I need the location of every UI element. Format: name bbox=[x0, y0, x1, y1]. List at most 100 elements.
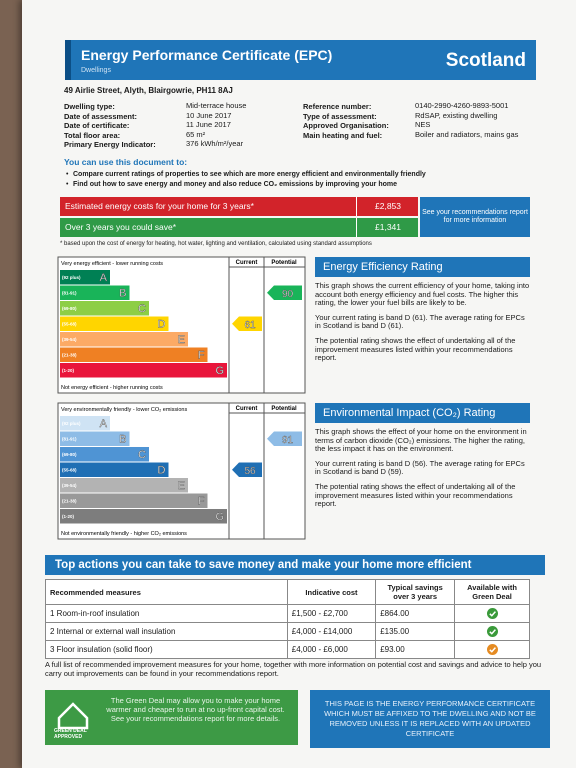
table-header: Indicative cost bbox=[286, 579, 377, 605]
band bbox=[60, 316, 169, 331]
green-deal-logo bbox=[57, 702, 89, 730]
band-letter: E bbox=[178, 480, 185, 492]
cost-row: Estimated energy costs for your home for… bbox=[60, 197, 418, 216]
band-range: (55-68) bbox=[62, 322, 77, 327]
title: Energy Performance Certificate (EPC) bbox=[81, 47, 333, 63]
icon-circle bbox=[486, 608, 498, 619]
detail-value: NES bbox=[415, 120, 431, 129]
usage-bullet: Find out how to save energy and money an… bbox=[73, 181, 398, 188]
detail-value: 376 kWh/m²/year bbox=[186, 139, 244, 148]
cost-row: Over 3 years you could save* £1,341 bbox=[60, 218, 418, 237]
header-bar: Energy Performance Certificate (EPC) Dwe… bbox=[65, 40, 536, 80]
band-range: (21-38) bbox=[62, 499, 77, 504]
cost-label: Estimated energy costs for your home for… bbox=[65, 201, 254, 211]
band-letter: C bbox=[138, 449, 146, 461]
detail-label: Date of certificate: bbox=[64, 121, 130, 130]
green-deal-cell bbox=[454, 604, 530, 623]
detail-value: Mid-terrace house bbox=[186, 101, 247, 110]
address: 49 Airlie Street, Alyth, Blairgowrie, PH… bbox=[64, 86, 233, 95]
detail-value: 0140-2990-4260-9893-5001 bbox=[415, 101, 509, 110]
usage-bullet: Compare current ratings of properties to… bbox=[73, 171, 426, 178]
detail-value: RdSAP, existing dwelling bbox=[415, 110, 498, 120]
rating-arrow bbox=[267, 285, 302, 300]
band-letter: B bbox=[119, 434, 126, 446]
detail-value: Boiler and radiators, mains gas bbox=[415, 129, 519, 139]
panel-body: This graph shows the current efficiency … bbox=[315, 281, 530, 369]
green-deal-text: The Green Deal may allow you to make you… bbox=[106, 696, 285, 723]
icon-check bbox=[488, 629, 496, 635]
rating-arrow bbox=[232, 316, 262, 331]
band bbox=[60, 347, 208, 362]
cost-footnote: * based upon the cost of energy for heat… bbox=[60, 241, 372, 247]
icon-check bbox=[488, 611, 496, 617]
band-letter: E bbox=[178, 334, 185, 346]
typical-savings: £93.00 bbox=[375, 640, 456, 659]
icon-circle bbox=[486, 644, 498, 655]
panel-heading: Energy Efficiency Rating bbox=[315, 257, 530, 277]
green-deal-cell bbox=[454, 622, 530, 641]
band-letter: F bbox=[198, 496, 205, 508]
panel-body: This graph shows the effect of your home… bbox=[315, 427, 530, 515]
band bbox=[60, 509, 227, 524]
rating-value: 90 bbox=[282, 289, 294, 300]
band bbox=[60, 493, 208, 508]
band bbox=[60, 332, 188, 347]
usage-bullet-dot: • bbox=[66, 171, 69, 178]
table-header-row: Recommended measures Indicative cost Typic… bbox=[45, 579, 530, 605]
detail-label: Type of assessment: bbox=[303, 111, 377, 121]
green-deal-icon bbox=[486, 626, 498, 637]
column-header: Current bbox=[236, 260, 258, 266]
detail-value: 10 June 2017 bbox=[186, 110, 232, 120]
band-letter: G bbox=[215, 511, 224, 523]
actions-note: A full list of recommended improvement m… bbox=[45, 660, 542, 678]
rating-chart: Current Potential Very environmentally fri… bbox=[57, 402, 306, 540]
measure: 2 Internal or external wall insulation bbox=[45, 622, 288, 641]
band-range: (81-91) bbox=[62, 437, 77, 442]
band-range: (1-20) bbox=[62, 514, 75, 519]
detail-label: Date of assessment: bbox=[64, 111, 137, 121]
band bbox=[60, 462, 169, 477]
cost-value: £1,341 bbox=[356, 218, 419, 237]
detail-label: Primary Energy Indicator: bbox=[64, 140, 156, 149]
cost-value: £2,853 bbox=[356, 197, 419, 216]
band bbox=[60, 270, 110, 285]
detail-label: Dwelling type: bbox=[64, 102, 115, 111]
band bbox=[60, 416, 110, 431]
band-range: (69-80) bbox=[62, 306, 77, 311]
typical-savings: £864.00 bbox=[375, 604, 456, 623]
band bbox=[60, 363, 227, 378]
rating-value: 91 bbox=[282, 435, 294, 446]
band-letter: G bbox=[215, 365, 224, 377]
actions-table: Recommended measures Indicative cost Typic… bbox=[45, 579, 530, 659]
panel-paragraph: Your current rating is band D (61). The … bbox=[315, 312, 525, 331]
rating-arrow bbox=[267, 431, 302, 446]
table-row: 1 Room-in-roof insulation £1,500 - £2,700… bbox=[45, 604, 530, 623]
band-letter: F bbox=[198, 350, 205, 362]
detail-label: Approved Organisation: bbox=[303, 121, 389, 130]
band bbox=[60, 301, 149, 316]
icon-circle bbox=[486, 626, 498, 637]
panel-paragraph: The potential rating shows the effect of… bbox=[315, 335, 516, 363]
green-deal-icon bbox=[486, 644, 498, 655]
detail-label: Reference number: bbox=[303, 102, 372, 111]
band-range: (21-38) bbox=[62, 353, 77, 358]
subtitle: Dwellings bbox=[81, 67, 111, 74]
detail-label: Main heating and fuel: bbox=[303, 130, 383, 140]
top-label: Very environmentally friendly - lower CO… bbox=[61, 407, 187, 413]
icon-check bbox=[488, 647, 496, 653]
green-deal-icon bbox=[486, 608, 498, 619]
indicative-cost: £4,000 - £14,000 bbox=[286, 622, 377, 641]
column-header: Current bbox=[236, 406, 258, 412]
band bbox=[60, 447, 149, 462]
country: Scotland bbox=[445, 50, 526, 71]
column-header: Potential bbox=[271, 260, 297, 266]
panel-paragraph: This graph shows the current efficiency … bbox=[315, 281, 530, 308]
measure: 1 Room-in-roof insulation bbox=[45, 604, 288, 623]
rating-chart: Current Potential Very energy efficient - … bbox=[57, 256, 306, 394]
band-range: (55-68) bbox=[62, 468, 77, 473]
table-header: Recommended measures bbox=[45, 579, 288, 605]
usage-heading: You can use this document to: bbox=[64, 157, 188, 167]
notice-text: THIS PAGE IS THE ENERGY PERFORMANCE CERT… bbox=[324, 699, 536, 738]
